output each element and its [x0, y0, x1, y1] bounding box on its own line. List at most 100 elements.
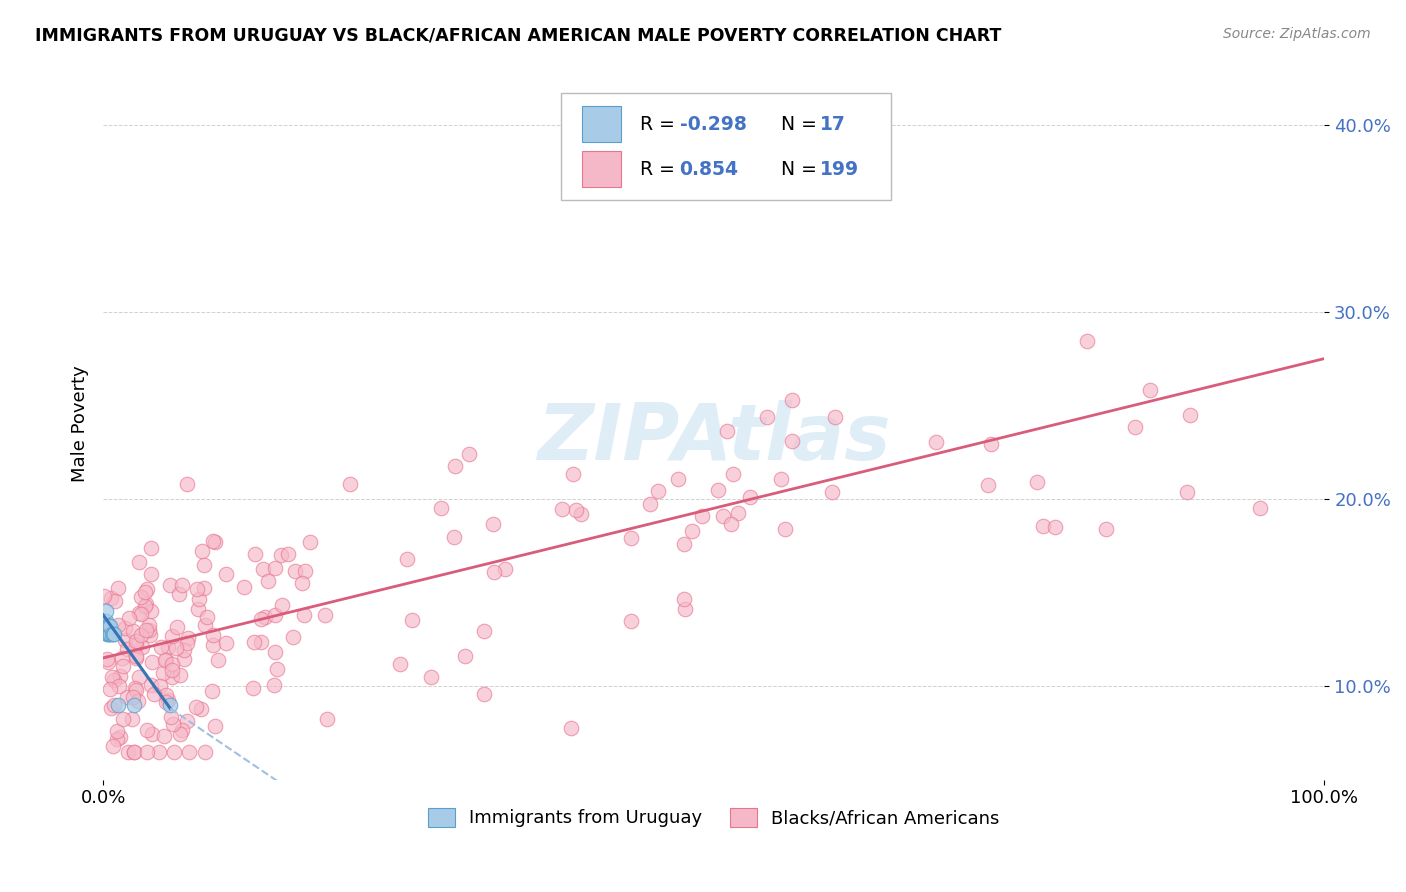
Point	[395, 551, 418, 566]
Point	[97, 619, 120, 633]
Point	[122, 698, 145, 712]
Point	[264, 607, 287, 622]
Point	[100, 700, 122, 714]
Point	[184, 700, 207, 714]
Point	[1026, 475, 1049, 490]
Text: N =: N =	[780, 115, 817, 135]
Point	[141, 604, 163, 618]
Point	[551, 502, 574, 516]
Point	[129, 607, 152, 622]
Point	[94, 614, 117, 628]
Text: N =: N =	[780, 161, 817, 179]
Point	[156, 693, 179, 707]
FancyBboxPatch shape	[561, 94, 891, 200]
Point	[270, 548, 292, 562]
Point	[201, 683, 224, 698]
Point	[298, 535, 321, 549]
Y-axis label: Male Poverty: Male Poverty	[72, 366, 89, 483]
Point	[204, 534, 226, 549]
Point	[141, 726, 163, 740]
Point	[569, 508, 592, 522]
Point	[277, 547, 299, 561]
Point	[201, 533, 224, 548]
Point	[738, 491, 761, 505]
Point	[100, 626, 122, 640]
Point	[176, 714, 198, 728]
Point	[672, 592, 695, 607]
Point	[100, 670, 122, 684]
Point	[155, 689, 177, 703]
Point	[565, 503, 588, 517]
Point	[124, 681, 146, 696]
Point	[232, 580, 254, 594]
Point	[925, 434, 948, 449]
Point	[191, 543, 214, 558]
Point	[690, 508, 713, 523]
Point	[252, 562, 274, 576]
Point	[179, 745, 201, 759]
Point	[756, 410, 779, 425]
Point	[494, 562, 516, 576]
Point	[720, 517, 742, 532]
Point	[294, 564, 316, 578]
Point	[707, 483, 730, 498]
Point	[103, 626, 125, 640]
Point	[101, 626, 124, 640]
Point	[121, 624, 143, 638]
Point	[1249, 501, 1271, 516]
Point	[114, 632, 136, 647]
Point	[155, 695, 177, 709]
Point	[103, 698, 125, 712]
Point	[243, 635, 266, 649]
Point	[193, 558, 215, 572]
Point	[96, 652, 118, 666]
Text: 17: 17	[820, 115, 846, 135]
Point	[98, 626, 121, 640]
Text: R =: R =	[641, 115, 675, 135]
Point	[673, 602, 696, 616]
Point	[721, 467, 744, 481]
Point	[152, 666, 174, 681]
Point	[121, 690, 143, 704]
Point	[169, 727, 191, 741]
Point	[117, 610, 139, 624]
Point	[135, 582, 157, 596]
Point	[666, 472, 689, 486]
Point	[139, 678, 162, 692]
Point	[166, 619, 188, 633]
Point	[188, 591, 211, 606]
Point	[100, 626, 122, 640]
Point	[135, 597, 157, 611]
Point	[314, 607, 336, 622]
Point	[97, 655, 120, 669]
Point	[1123, 419, 1146, 434]
Point	[173, 643, 195, 657]
Point	[160, 710, 183, 724]
Point	[283, 630, 305, 644]
Point	[443, 530, 465, 544]
Point	[454, 648, 477, 663]
Point	[1139, 384, 1161, 398]
Point	[824, 409, 846, 424]
Point	[160, 629, 183, 643]
Point	[107, 698, 129, 712]
Point	[647, 484, 669, 499]
Point	[93, 589, 115, 603]
Point	[430, 501, 453, 516]
Point	[1032, 519, 1054, 533]
Point	[177, 631, 200, 645]
Point	[560, 721, 582, 735]
Bar	[582, 151, 621, 186]
Point	[420, 670, 443, 684]
Point	[339, 476, 361, 491]
Point	[167, 587, 190, 601]
Point	[197, 610, 219, 624]
Point	[215, 636, 238, 650]
Point	[315, 712, 337, 726]
Point	[640, 497, 662, 511]
Text: ZIPAtlas: ZIPAtlas	[537, 401, 890, 476]
Point	[156, 640, 179, 655]
Point	[727, 506, 749, 520]
Point	[291, 576, 314, 591]
Point	[472, 687, 495, 701]
